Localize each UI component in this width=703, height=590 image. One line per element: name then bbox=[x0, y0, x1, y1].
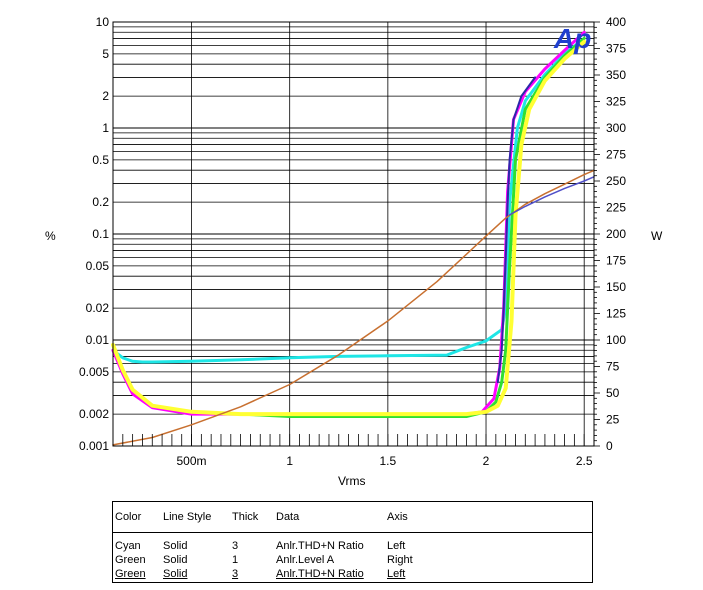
legend-data: Anlr.Level A bbox=[276, 554, 335, 566]
legend-thick: 1 bbox=[232, 554, 239, 566]
legend-line-style: Solid bbox=[163, 540, 188, 552]
series-line bbox=[496, 76, 537, 384]
legend-thick: 3 bbox=[232, 540, 239, 552]
y-right-tick-label: 200 bbox=[606, 227, 626, 241]
series-line bbox=[112, 169, 595, 446]
legend-header-line-style: Line Style bbox=[163, 511, 212, 523]
y-right-tick-label: 0 bbox=[606, 439, 613, 453]
y-right-tick-label: 25 bbox=[606, 413, 620, 427]
y-right-tick-label: 400 bbox=[606, 15, 626, 29]
y-left-tick-label: 0.001 bbox=[79, 439, 109, 453]
legend-row: Green Solid 3 Anlr.THD+N Ratio Left bbox=[113, 568, 592, 582]
y-right-tick-label: 275 bbox=[606, 148, 626, 162]
legend-data: Anlr.THD+N Ratio bbox=[276, 540, 364, 552]
y-axis-left-title: % bbox=[45, 229, 56, 243]
y-right-tick-label: 375 bbox=[606, 42, 626, 56]
y-right-tick-label: 125 bbox=[606, 307, 626, 321]
x-tick-label: 1.5 bbox=[380, 454, 397, 468]
y-left-tick-label: 0.005 bbox=[79, 365, 109, 379]
x-tick-label: 1 bbox=[286, 454, 293, 468]
series-line bbox=[111, 36, 586, 364]
legend-line-style: Solid bbox=[163, 554, 188, 566]
series-line bbox=[111, 39, 587, 417]
legend-row: Green Solid 1 Anlr.Level A Right bbox=[113, 554, 592, 568]
legend-thick: 3 bbox=[232, 568, 239, 580]
y-right-tick-label: 250 bbox=[606, 174, 626, 188]
legend-header-color: Color bbox=[115, 511, 142, 523]
y-left-tick-label: 0.002 bbox=[79, 407, 109, 421]
legend-axis: Right bbox=[387, 554, 413, 566]
y-right-tick-label: 100 bbox=[606, 333, 626, 347]
legend-header-axis: Axis bbox=[387, 511, 408, 523]
legend-header: Color Line Style Thick Data Axis bbox=[113, 511, 592, 525]
x-axis-title: Vrms bbox=[338, 474, 366, 488]
legend-axis: Left bbox=[387, 568, 406, 580]
x-tick-label: 2.5 bbox=[576, 454, 593, 468]
y-left-tick-label: 0.02 bbox=[86, 301, 110, 315]
legend-data: Anlr.THD+N Ratio bbox=[276, 568, 364, 580]
y-left-tick-label: 0.1 bbox=[92, 227, 109, 241]
y-left-tick-label: 2 bbox=[102, 89, 109, 103]
y-left-tick-label: 5 bbox=[102, 47, 109, 61]
legend-line-style: Solid bbox=[163, 568, 188, 580]
x-tick-label: 2 bbox=[483, 454, 490, 468]
y-right-tick-label: 350 bbox=[606, 68, 626, 82]
series-line bbox=[508, 176, 595, 216]
y-left-tick-label: 0.5 bbox=[92, 153, 109, 167]
y-left-tick-label: 0.2 bbox=[92, 195, 109, 209]
y-axis-right-title: W bbox=[651, 229, 663, 243]
y-right-tick-label: 150 bbox=[606, 280, 626, 294]
y-right-tick-label: 325 bbox=[606, 95, 626, 109]
y-right-tick-label: 75 bbox=[606, 360, 620, 374]
y-left-tick-label: 1 bbox=[102, 121, 109, 135]
grid bbox=[113, 22, 594, 447]
series-group bbox=[111, 30, 595, 446]
legend-table: Color Line Style Thick Data Axis Cyan So… bbox=[112, 501, 593, 583]
y-left-tick-label: 0.01 bbox=[86, 333, 110, 347]
legend-row: Cyan Solid 3 Anlr.THD+N Ratio Left bbox=[113, 540, 592, 554]
legend-header-data: Data bbox=[276, 511, 300, 523]
logo-text: Ap bbox=[553, 23, 591, 54]
y-right-tick-label: 50 bbox=[606, 386, 620, 400]
ticks-group: 105210.50.20.10.050.020.010.0050.0020.00… bbox=[79, 15, 626, 468]
y-right-tick-label: 175 bbox=[606, 254, 626, 268]
legend-color: Green bbox=[115, 568, 146, 580]
legend-color: Green bbox=[115, 554, 146, 566]
y-right-tick-label: 225 bbox=[606, 201, 626, 215]
legend-header-thick: Thick bbox=[232, 511, 259, 523]
legend-divider bbox=[113, 532, 592, 533]
y-left-tick-label: 0.05 bbox=[86, 259, 110, 273]
legend-axis: Left bbox=[387, 540, 406, 552]
legend-color: Cyan bbox=[115, 540, 141, 552]
y-left-tick-label: 10 bbox=[96, 15, 110, 29]
x-tick-label: 500m bbox=[177, 454, 207, 468]
y-right-tick-label: 300 bbox=[606, 121, 626, 135]
